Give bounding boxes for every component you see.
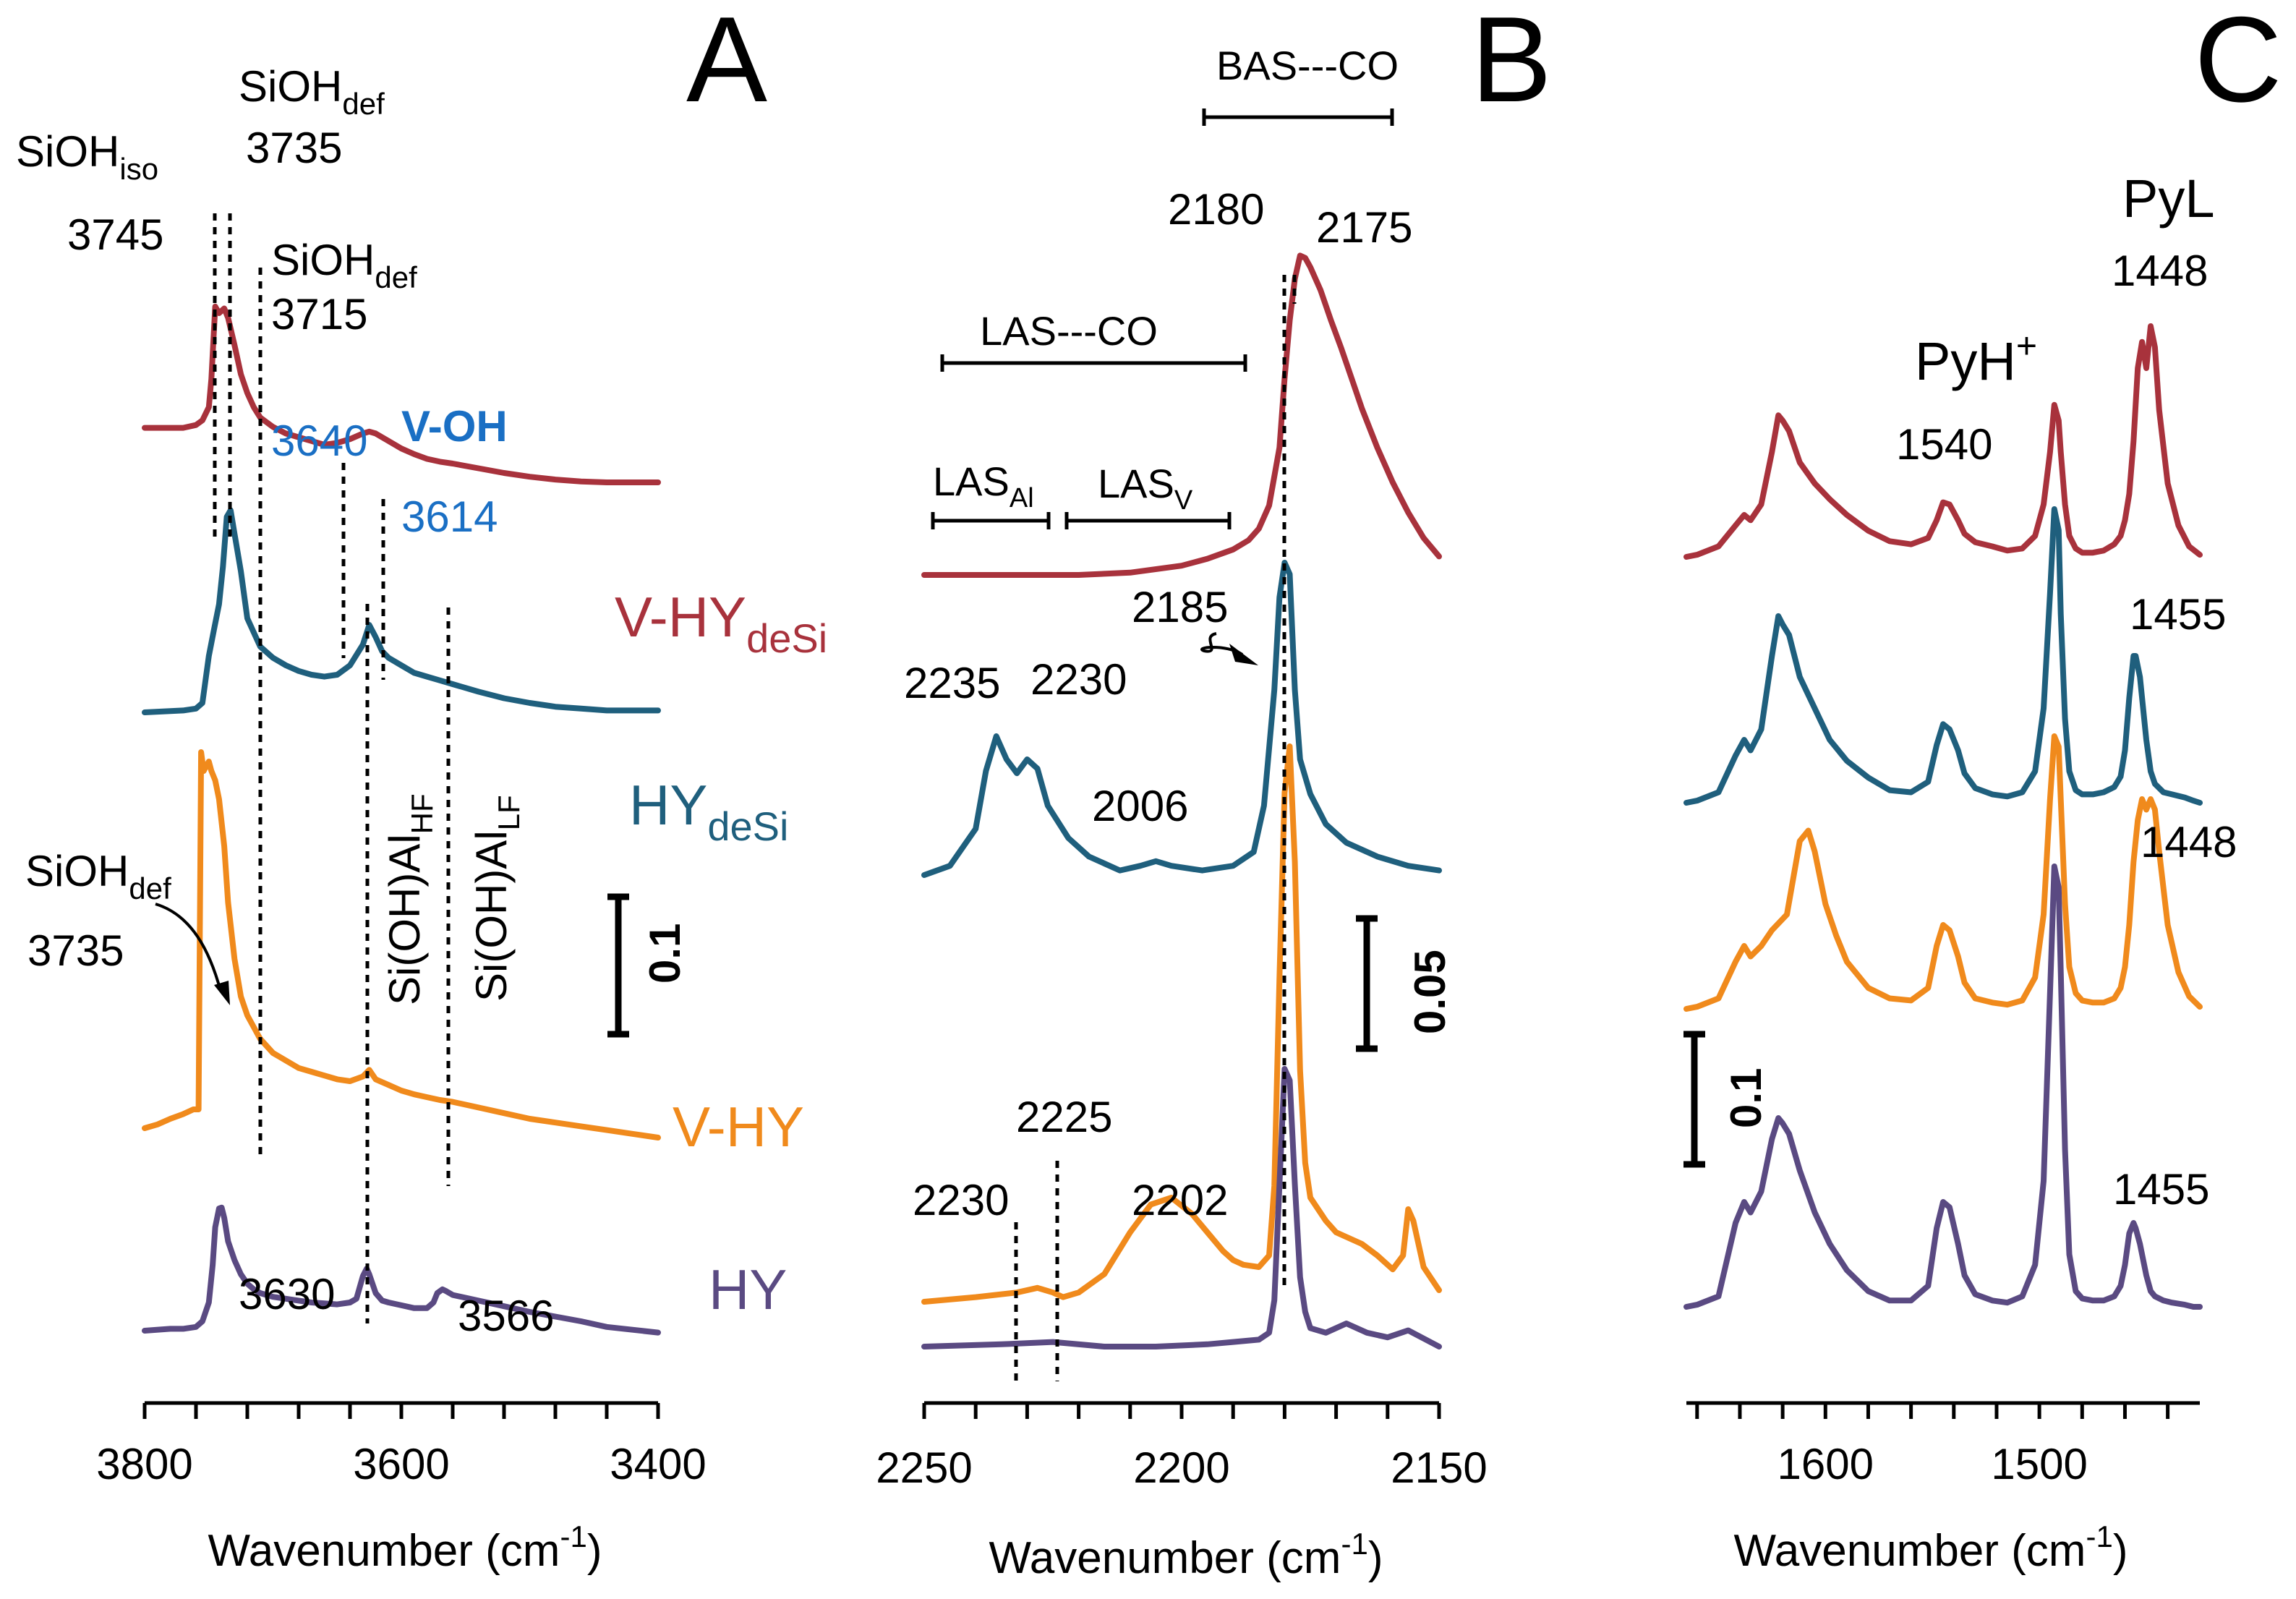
label-sioh-al-lf: Si(OH)AlLF: [467, 795, 526, 1002]
value-3715: 3715: [271, 290, 367, 338]
panel-c-x-axis: 1600 1500: [1686, 1401, 2200, 1488]
value-2235: 2235: [904, 659, 1000, 707]
x-tick-label: 1600: [1778, 1440, 1874, 1488]
label-bas-co: BAS---CO: [1216, 43, 1399, 88]
series-line-v-hy: [921, 743, 1442, 1305]
panel-c-traces: [1683, 323, 2203, 1310]
label-sioh-al-hf: Si(OH)AlHF: [380, 793, 439, 1005]
value-1455-low: 1455: [2113, 1165, 2209, 1214]
value-2225: 2225: [1016, 1093, 1112, 1141]
series-line-hy: [142, 1204, 661, 1336]
label-siohdef-top: SiOHdef: [239, 62, 385, 121]
x-tick-label: 2200: [1133, 1444, 1229, 1492]
scale-bar-b-label: 0.05: [1406, 950, 1454, 1034]
arrow-head-3735: [214, 981, 230, 1005]
panel-letter-a: A: [686, 0, 767, 127]
panel-b-traces: [921, 252, 1442, 1349]
arrow-2185: [1200, 632, 1244, 656]
label-siohdef-low: SiOHdef: [25, 847, 171, 905]
panel-a: 3800 3600 3400 Wavenumber (cm-1) SiOHiso 3…: [16, 62, 827, 1576]
panel-letter-c: C: [2194, 0, 2282, 127]
panel-c-x-axis-label: Wavenumber (cm-1): [1734, 1519, 2128, 1576]
value-1448-mid: 1448: [2141, 818, 2237, 866]
x-tick-label: 3400: [610, 1440, 706, 1488]
x-tick-label: 3800: [96, 1440, 192, 1488]
arrow-head-2185: [1229, 644, 1258, 665]
value-3566: 3566: [458, 1292, 554, 1340]
value-2175: 2175: [1316, 203, 1412, 252]
series-line-v-hydesi: [1683, 323, 2203, 560]
label-pyh: PyH+: [1915, 325, 2037, 391]
x-tick-label: 1500: [1991, 1440, 2087, 1488]
arrow-3735: [155, 903, 222, 992]
panel-a-x-axis-label: Wavenumber (cm-1): [208, 1519, 602, 1576]
value-1448-top: 1448: [2112, 247, 2208, 295]
label-siohdef-mid: SiOHdef: [271, 236, 417, 294]
value-1455-mid: 1455: [2130, 590, 2226, 639]
panel-c: 1600 1500 Wavenumber (cm-1) PyL 1448 PyH+…: [1683, 169, 2237, 1576]
label-siohiso: SiOHiso: [16, 127, 158, 186]
series-line-hy: [1683, 864, 2203, 1310]
x-tick-label: 2150: [1391, 1444, 1487, 1492]
series-line-v-hy: [1683, 733, 2203, 1012]
panel-a-x-axis: 3800 3600 3400: [96, 1401, 707, 1488]
value-3735-top: 3735: [246, 124, 342, 172]
value-2006: 2006: [1092, 782, 1188, 830]
label-las-al: LASAl: [933, 459, 1034, 513]
label-v-oh: V-OH: [401, 402, 508, 451]
series-line-v-hydesi: [142, 303, 661, 485]
panel-a-traces: [142, 303, 661, 1336]
label-las-v: LASV: [1098, 461, 1193, 516]
series-line-hydesi: [921, 560, 1442, 878]
value-3630: 3630: [239, 1270, 335, 1318]
series-label-hy-desi: HYdeSi: [629, 773, 788, 849]
scale-bar-c-label: 0.1: [1722, 1068, 1770, 1128]
value-2202: 2202: [1132, 1176, 1228, 1224]
series-label-v-hy-desi: V-HYdeSi: [615, 585, 827, 661]
series-line-v-hy: [142, 749, 661, 1140]
value-1540: 1540: [1896, 420, 1992, 469]
series-line-hydesi: [142, 507, 661, 715]
series-label-hy: HY: [709, 1258, 787, 1321]
panel-b-x-axis-label: Wavenumber (cm-1): [989, 1527, 1383, 1583]
series-line-v-hydesi: [921, 252, 1442, 578]
value-2185: 2185: [1132, 583, 1228, 631]
x-tick-label: 3600: [353, 1440, 449, 1488]
series-line-hydesi: [1683, 506, 2203, 806]
value-3640: 3640: [271, 417, 367, 465]
scale-bar-a-label: 0.1: [641, 924, 689, 984]
x-tick-label: 2250: [876, 1444, 972, 1492]
value-3745: 3745: [67, 210, 163, 259]
value-3735-low: 3735: [27, 926, 124, 975]
label-pyl: PyL: [2122, 169, 2215, 229]
label-las-co: LAS---CO: [980, 308, 1158, 354]
value-2230-low: 2230: [913, 1176, 1009, 1224]
value-2180: 2180: [1168, 185, 1264, 234]
value-3614: 3614: [401, 493, 498, 541]
series-label-v-hy: V-HY: [673, 1095, 804, 1159]
panel-b: 2250 2200 2150 Wavenumber (cm-1) BAS---CO …: [876, 43, 1487, 1583]
panel-b-x-axis: 2250 2200 2150: [876, 1401, 1488, 1492]
value-2230-top: 2230: [1030, 655, 1127, 704]
panel-letter-b: B: [1471, 0, 1552, 127]
series-line-hy: [921, 1066, 1442, 1349]
